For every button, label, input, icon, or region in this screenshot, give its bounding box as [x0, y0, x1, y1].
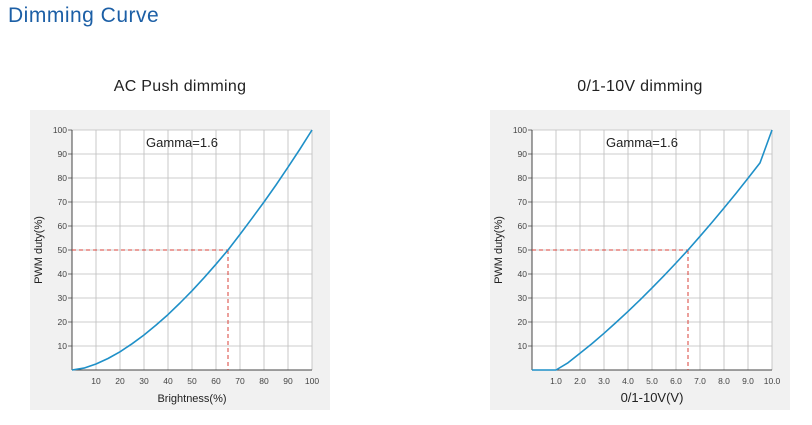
- x-tick-label: 4.0: [622, 376, 634, 386]
- gamma-annotation: Gamma=1.6: [606, 135, 678, 150]
- x-tick-label: 6.0: [670, 376, 682, 386]
- y-tick-label: 30: [518, 293, 528, 303]
- gamma-annotation: Gamma=1.6: [146, 135, 218, 150]
- x-axis-label: 0/1-10V(V): [621, 390, 684, 405]
- y-axis-label: PWM duty(%): [493, 216, 505, 284]
- y-tick-label: 100: [53, 125, 67, 135]
- y-tick-label: 60: [58, 221, 68, 231]
- chart-title-0-10v: 0/1-10V dimming: [577, 78, 703, 95]
- x-tick-label: 5.0: [646, 376, 658, 386]
- y-tick-label: 20: [518, 317, 528, 327]
- x-tick-label: 7.0: [694, 376, 706, 386]
- x-tick-label: 10: [91, 376, 101, 386]
- y-tick-label: 90: [518, 149, 528, 159]
- x-tick-label: 100: [305, 376, 319, 386]
- x-tick-label: 9.0: [742, 376, 754, 386]
- ac-push-dimming-chart: 10 20 30 40 50 60 70 80 90 100 10 20 30 40 50 60 70 80 90 1…: [33, 125, 319, 405]
- y-tick-label: 20: [58, 317, 68, 327]
- x-tick-label: 40: [163, 376, 173, 386]
- x-tick-label: 10.0: [764, 376, 781, 386]
- x-axis-label: Brightness(%): [157, 393, 226, 405]
- dimming-curve-line: [532, 129, 773, 371]
- y-axis-label: PWM duty(%): [33, 216, 45, 284]
- y-tick-label: 80: [58, 173, 68, 183]
- x-tick-label: 2.0: [574, 376, 586, 386]
- x-tick-label: 70: [235, 376, 245, 386]
- y-tick-label: 10: [58, 341, 68, 351]
- page-title: Dimming Curve: [8, 4, 160, 27]
- y-tick-label: 70: [58, 197, 68, 207]
- x-tick-label: 60: [211, 376, 221, 386]
- y-tick-label: 50: [58, 245, 68, 255]
- x-tick-label: 8.0: [718, 376, 730, 386]
- x-tick-label: 20: [115, 376, 125, 386]
- y-tick-label: 60: [518, 221, 528, 231]
- y-tick-label: 40: [518, 269, 528, 279]
- x-tick-label: 30: [139, 376, 149, 386]
- y-tick-label: 80: [518, 173, 528, 183]
- x-tick-label: 50: [187, 376, 197, 386]
- x-tick-label: 1.0: [550, 376, 562, 386]
- x-tick-label: 90: [283, 376, 293, 386]
- dimming-curve-line: [71, 129, 313, 371]
- x-tick-label: 80: [259, 376, 269, 386]
- x-tick-label: 3.0: [598, 376, 610, 386]
- y-tick-label: 100: [513, 125, 527, 135]
- y-tick-label: 50: [518, 245, 528, 255]
- chart-title-ac-push: AC Push dimming: [113, 78, 247, 95]
- y-tick-label: 70: [518, 197, 528, 207]
- y-tick-label: 10: [518, 341, 528, 351]
- y-tick-label: 40: [58, 269, 68, 279]
- 0-10v-dimming-chart: 1.0 2.0 3.0 4.0 5.0 6.0 7.0 8.0 9.0 10.0 10 20 30 40 5…: [493, 125, 781, 405]
- y-tick-label: 90: [58, 149, 68, 159]
- y-tick-label: 30: [58, 293, 68, 303]
